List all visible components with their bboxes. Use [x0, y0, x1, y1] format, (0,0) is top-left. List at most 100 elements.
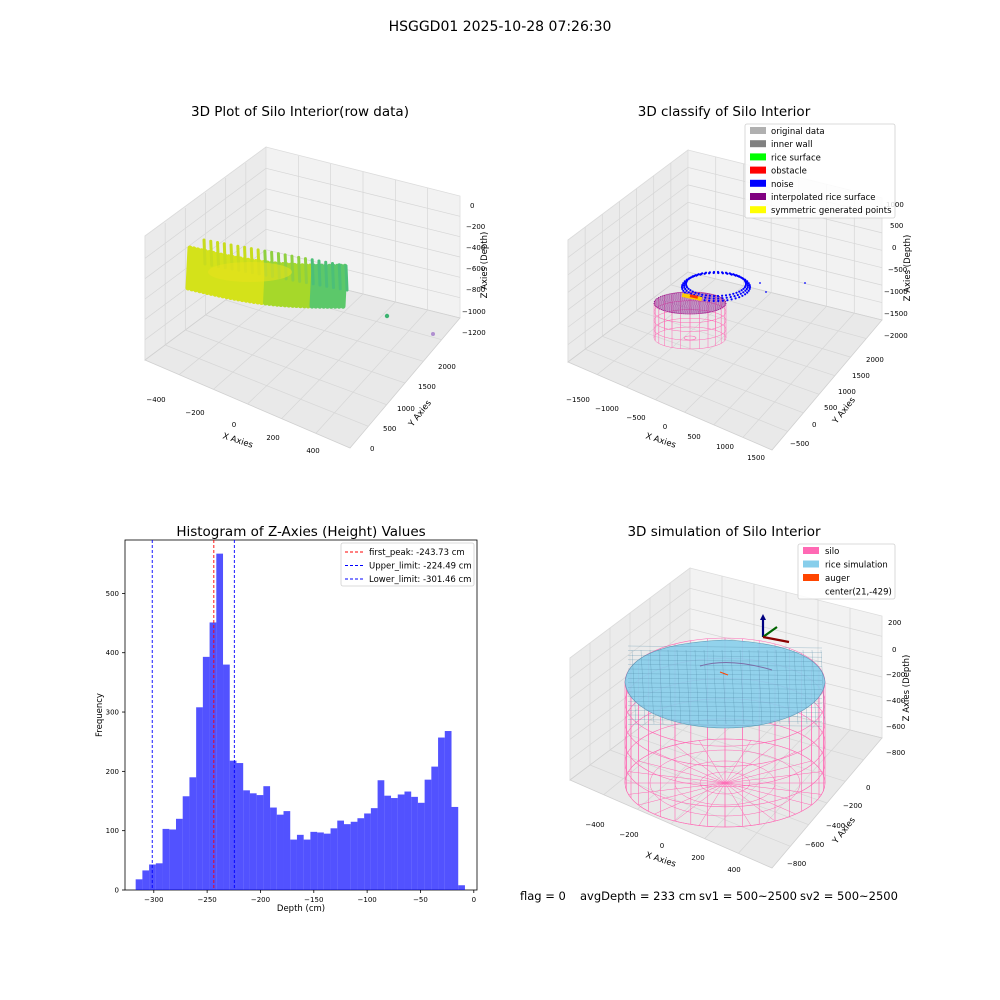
raw-cloud-streak: [290, 254, 295, 282]
histogram-bar: [444, 731, 452, 890]
noise-point: [726, 299, 729, 302]
noise-point: [691, 275, 694, 278]
noise-point: [745, 287, 748, 291]
noise-point: [712, 294, 716, 298]
histogram-bar: [438, 737, 445, 890]
pane-gridline: [713, 306, 827, 426]
histogram-yticks: 0 100 200 300 400 500: [106, 590, 125, 895]
classify-xtick: 500: [687, 433, 700, 441]
pane-gridline: [567, 184, 689, 276]
raw-ztick: −800: [466, 286, 485, 294]
histogram-legend-items: first_peak: -243.73 cm Upper_limit: -224.…: [345, 548, 472, 585]
raw-outlier-point: [384, 313, 390, 319]
classify-noise-outlier: [759, 282, 761, 284]
rice-mesh-line: [811, 649, 817, 725]
histogram-bar: [290, 839, 297, 890]
raw-ylabel: Y Axies: [406, 398, 434, 430]
noise-point: [704, 294, 708, 297]
histogram-xtick-label: −50: [413, 896, 428, 904]
noise-point: [734, 274, 737, 277]
classify-xlabel: X Axies: [644, 431, 677, 450]
raw-xtick: −200: [185, 409, 204, 417]
pane-gridline: [687, 219, 883, 269]
histogram-bar: [223, 664, 230, 890]
noise-point: [732, 292, 735, 295]
cylinder-ring: [653, 309, 727, 332]
noise-point: [748, 287, 751, 290]
noise-point: [687, 291, 690, 294]
noise-point: [742, 287, 745, 290]
noise-point: [730, 273, 733, 276]
histogram-bar: [135, 879, 143, 890]
rice-mesh-line: [631, 649, 637, 725]
histogram-bar: [391, 798, 398, 890]
histogram-bar: [270, 807, 277, 890]
classify-legend: original data inner wall rice surface obsta…: [744, 123, 896, 219]
noise-point: [704, 296, 707, 299]
classify-3d-panel: 3D classify of Silo Interior −1500 −1000…: [566, 104, 913, 462]
noise-point: [746, 284, 750, 287]
simulation-ytick: −400: [826, 822, 845, 830]
raw-ztick: −1200: [462, 329, 486, 337]
raw-outlier-point: [431, 332, 435, 336]
pane-gridline: [569, 588, 691, 679]
noise-point: [740, 289, 743, 292]
rice-mesh-line: [685, 649, 691, 725]
histogram-bar: [243, 790, 250, 890]
rice-mesh-line: [703, 649, 709, 725]
histogram-xtick-label: −300: [144, 896, 163, 904]
simulation-rice-surface: [624, 639, 826, 729]
histogram-bar: [296, 834, 304, 890]
classify-panel-title: 3D classify of Silo Interior: [638, 104, 811, 120]
noise-point: [733, 295, 736, 298]
noise-point: [739, 292, 742, 295]
histogram-bar: [175, 818, 183, 890]
raw-ytick: 2000: [438, 363, 456, 371]
simulation-ztick: 0: [892, 646, 896, 654]
noise-point: [708, 294, 712, 297]
raw-xlabel: X Axies: [221, 431, 254, 450]
simulation-legend-swatch: [803, 560, 819, 568]
simulation-center-y-arrow: [762, 626, 778, 638]
classify-ytick: 0: [812, 421, 816, 429]
noise-point: [703, 272, 706, 275]
pane-gridline: [567, 254, 689, 345]
noise-point: [682, 282, 685, 285]
histogram-bar: [216, 553, 224, 890]
simulation-panel-title: 3D simulation of Silo Interior: [627, 524, 821, 540]
histogram-bar: [236, 763, 244, 890]
classify-legend-label: noise: [771, 180, 794, 190]
histogram-bar: [411, 796, 418, 890]
simulation-ztick: −800: [886, 749, 905, 757]
simulation-ylabel: Y Axies: [830, 815, 858, 847]
raw-cloud-band: [305, 263, 313, 309]
noise-point: [694, 291, 697, 294]
rice-mesh-line: [667, 649, 673, 725]
simulation-legend-frame: [797, 543, 896, 600]
classify-legend-swatch: [750, 193, 766, 200]
noise-point: [721, 294, 724, 297]
rice-mesh-line: [802, 649, 808, 725]
noise-point: [747, 289, 750, 292]
simulation-xtick: 200: [691, 854, 704, 862]
simulation-xtick: 0: [660, 842, 664, 850]
simulation-legend-label: center(21,-429): [825, 588, 892, 598]
raw-ztick: −1000: [462, 308, 486, 316]
rice-mesh-line: [627, 682, 823, 685]
rice-mesh-line: [820, 649, 826, 725]
rice-mesh-line: [640, 649, 646, 725]
noise-point: [744, 289, 747, 292]
histogram-legend-frame: [340, 542, 475, 587]
raw-cloud-band: [332, 263, 340, 309]
silo-floor-ring: [649, 749, 801, 817]
raw-ytick: 1500: [418, 383, 436, 391]
simulation-legend-label: silo: [825, 547, 839, 557]
histogram-legend-label: Lower_limit: -301.46 cm: [369, 575, 471, 585]
simulation-ztick: −200: [886, 671, 905, 679]
classify-legend-label: interpolated rice surface: [771, 193, 876, 203]
pane-gridline: [265, 167, 461, 217]
rice-mesh-line: [775, 649, 781, 725]
raw-cloud-streak: [317, 259, 322, 287]
noise-point: [688, 277, 691, 280]
classify-xtick: −500: [626, 414, 645, 422]
